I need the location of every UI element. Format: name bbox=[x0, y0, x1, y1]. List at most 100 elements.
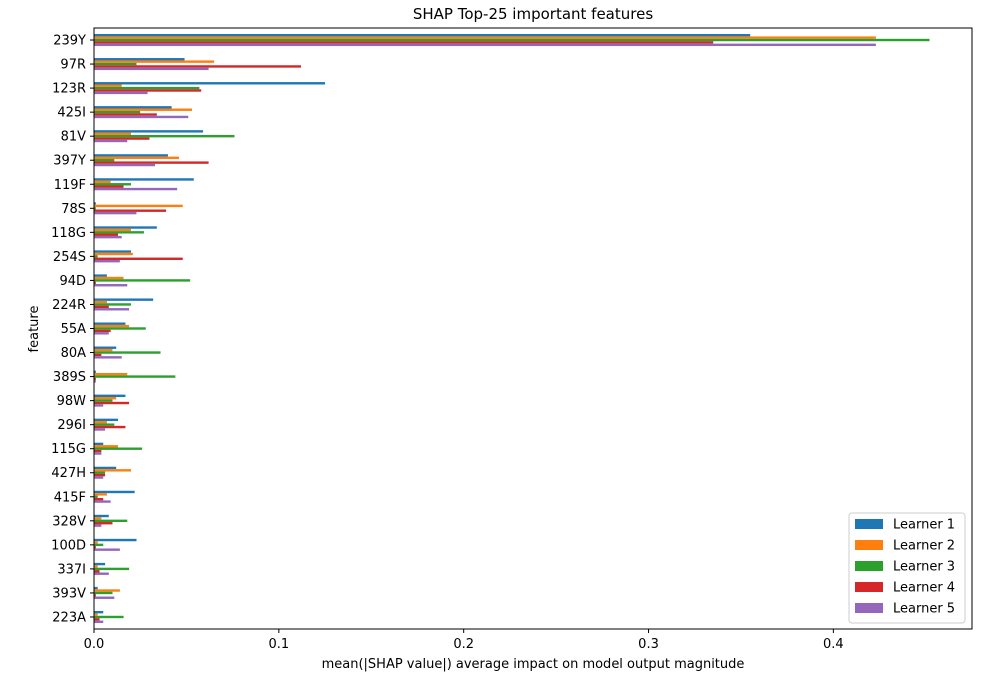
bar-389S-learner-4 bbox=[94, 377, 96, 381]
bar-78S-learner-1 bbox=[94, 202, 96, 205]
bar-115G-learner-3 bbox=[94, 447, 143, 450]
bar-94D-learner-4 bbox=[94, 281, 96, 285]
legend-label-learner-3: Learner 3 bbox=[893, 560, 955, 575]
x-tick-label: 0.4 bbox=[823, 637, 844, 652]
y-tick-label: 223A bbox=[52, 610, 86, 625]
bar-239Y-learner-5 bbox=[94, 43, 876, 47]
bar-94D-learner-2 bbox=[94, 276, 124, 280]
plot-frame bbox=[93, 27, 973, 630]
bar-123R-learner-5 bbox=[94, 91, 148, 95]
y-tick-label: 98W bbox=[57, 394, 87, 409]
bar-425I-learner-5 bbox=[94, 115, 189, 119]
bar-415F-learner-3 bbox=[94, 495, 98, 498]
bar-389S-learner-1 bbox=[94, 370, 96, 373]
bar-123R-learner-2 bbox=[94, 84, 122, 87]
y-tick-label: 224R bbox=[52, 298, 86, 313]
y-axis-label: feature bbox=[27, 306, 42, 353]
y-tick-label: 119F bbox=[54, 178, 86, 193]
bar-98W-learner-2 bbox=[94, 397, 117, 400]
bar-337I-learner-5 bbox=[94, 572, 109, 575]
bar-337I-learner-1 bbox=[94, 562, 106, 566]
bar-81V-learner-4 bbox=[94, 137, 150, 140]
bar-254S-learner-5 bbox=[94, 259, 120, 263]
bar-78S-learner-3 bbox=[94, 207, 96, 210]
bar-415F-learner-5 bbox=[94, 500, 111, 503]
bar-100D-learner-1 bbox=[94, 538, 137, 542]
bar-328V-learner-2 bbox=[94, 517, 102, 520]
y-tick-label: 55A bbox=[61, 322, 87, 337]
bar-239Y-learner-2 bbox=[94, 36, 876, 39]
bar-97R-learner-2 bbox=[94, 60, 215, 63]
bar-337I-learner-2 bbox=[94, 565, 98, 568]
bar-296I-learner-5 bbox=[94, 428, 106, 431]
y-axis: 239Y 97R 123R 425I 81V 397Y 119F 78S 118G 254S 94D… bbox=[51, 34, 94, 625]
bar-81V-learner-2 bbox=[94, 132, 131, 135]
x-tick-label: 0.3 bbox=[638, 637, 659, 652]
bar-80A-learner-2 bbox=[94, 348, 113, 352]
bar-254S-learner-1 bbox=[94, 250, 131, 253]
bar-328V-learner-4 bbox=[94, 522, 113, 525]
y-tick-label: 80A bbox=[61, 346, 87, 361]
bar-223A-learner-3 bbox=[94, 615, 124, 619]
bar-389S-learner-5 bbox=[94, 380, 96, 383]
y-tick-label: 296I bbox=[57, 418, 86, 433]
legend-swatch-learner-1 bbox=[855, 519, 883, 529]
bar-78S-learner-5 bbox=[94, 211, 137, 215]
x-tick-label: 0.0 bbox=[84, 637, 105, 652]
bar-100D-learner-3 bbox=[94, 543, 104, 547]
bar-224R-learner-3 bbox=[94, 303, 131, 306]
bar-223A-learner-4 bbox=[94, 618, 100, 621]
bar-254S-learner-4 bbox=[94, 257, 183, 260]
y-tick-label: 115G bbox=[51, 442, 86, 457]
y-tick-label: 389S bbox=[53, 370, 86, 385]
bar-94D-learner-5 bbox=[94, 284, 128, 287]
bar-94D-learner-3 bbox=[94, 279, 191, 282]
legend-swatch-learner-3 bbox=[855, 561, 883, 571]
bar-123R-learner-3 bbox=[94, 86, 200, 90]
y-tick-label: 425I bbox=[57, 106, 86, 121]
legend-label-learner-5: Learner 5 bbox=[893, 602, 955, 617]
bar-393V-learner-4 bbox=[94, 594, 96, 597]
bar-393V-learner-5 bbox=[94, 596, 115, 599]
chart-title: SHAP Top-25 important features bbox=[413, 5, 653, 23]
bars-group bbox=[94, 34, 930, 623]
bar-115G-learner-5 bbox=[94, 452, 102, 455]
bar-389S-learner-2 bbox=[94, 372, 128, 376]
bar-393V-learner-2 bbox=[94, 589, 120, 592]
y-tick-label: 239Y bbox=[53, 34, 86, 49]
bar-427H-learner-1 bbox=[94, 466, 117, 470]
bar-397Y-learner-1 bbox=[94, 154, 168, 157]
y-tick-label: 78S bbox=[61, 202, 86, 217]
y-tick-label: 397Y bbox=[53, 154, 86, 169]
bar-118G-learner-5 bbox=[94, 235, 122, 239]
bar-118G-learner-1 bbox=[94, 226, 157, 229]
bar-100D-learner-5 bbox=[94, 548, 120, 551]
bar-425I-learner-3 bbox=[94, 110, 141, 114]
bar-393V-learner-1 bbox=[94, 586, 98, 590]
bar-94D-learner-1 bbox=[94, 274, 107, 277]
bar-118G-learner-2 bbox=[94, 228, 131, 232]
bar-223A-learner-1 bbox=[94, 610, 104, 614]
bar-80A-learner-3 bbox=[94, 351, 161, 354]
bar-397Y-learner-4 bbox=[94, 161, 209, 164]
bar-328V-learner-3 bbox=[94, 519, 128, 523]
bar-296I-learner-3 bbox=[94, 423, 115, 426]
bar-397Y-learner-3 bbox=[94, 159, 115, 162]
bar-254S-learner-3 bbox=[94, 255, 98, 258]
bar-98W-learner-1 bbox=[94, 394, 126, 398]
bar-97R-learner-4 bbox=[94, 65, 302, 68]
bar-115G-learner-1 bbox=[94, 442, 104, 446]
y-tick-label: 81V bbox=[61, 130, 87, 145]
y-tick-label: 337I bbox=[57, 562, 86, 577]
bar-427H-learner-3 bbox=[94, 471, 106, 474]
legend-label-learner-1: Learner 1 bbox=[893, 518, 955, 533]
bar-223A-learner-5 bbox=[94, 620, 104, 623]
x-axis: 0.0 0.1 0.2 0.3 0.4 bbox=[84, 629, 844, 652]
y-tick-label: 415F bbox=[54, 490, 86, 505]
bar-415F-learner-1 bbox=[94, 490, 135, 494]
bar-223A-learner-2 bbox=[94, 613, 98, 616]
bar-80A-learner-1 bbox=[94, 346, 117, 349]
bar-80A-learner-4 bbox=[94, 353, 102, 357]
bar-224R-learner-4 bbox=[94, 305, 109, 309]
legend-swatch-learner-2 bbox=[855, 540, 883, 550]
